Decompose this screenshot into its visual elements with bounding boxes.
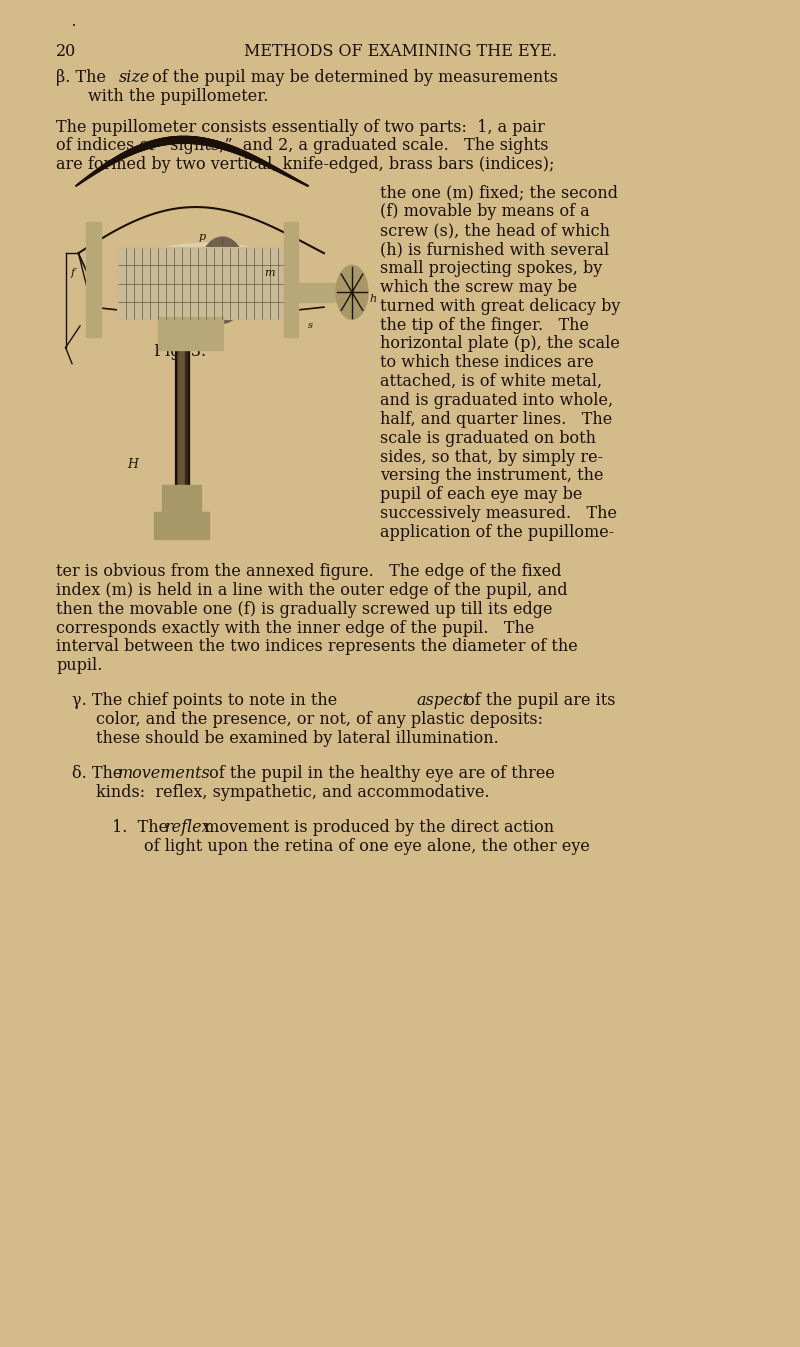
Text: application of the pupillome-: application of the pupillome-: [380, 524, 614, 541]
Text: β. The: β. The: [56, 69, 111, 86]
Text: versing the instrument, the: versing the instrument, the: [380, 467, 603, 485]
Text: half, and quarter lines.   The: half, and quarter lines. The: [380, 411, 612, 428]
Text: attached, is of white metal,: attached, is of white metal,: [380, 373, 602, 391]
Text: the tip of the finger.   The: the tip of the finger. The: [380, 317, 589, 334]
Bar: [284, 222, 298, 337]
Circle shape: [336, 265, 368, 319]
Text: size: size: [118, 69, 150, 86]
Text: scale is graduated on both: scale is graduated on both: [380, 430, 596, 447]
Text: corresponds exactly with the inner edge of the pupil.   The: corresponds exactly with the inner edge …: [56, 620, 534, 637]
Text: movements: movements: [118, 765, 210, 783]
Text: small projecting spokes, by: small projecting spokes, by: [380, 260, 602, 277]
Text: these should be examined by lateral illumination.: these should be examined by lateral illu…: [96, 730, 498, 748]
Text: of indices or “sights;”  and 2, a graduated scale.   The sights: of indices or “sights;” and 2, a graduat…: [56, 137, 549, 155]
Text: the one (m) fixed; the second: the one (m) fixed; the second: [380, 185, 618, 202]
Text: to which these indices are: to which these indices are: [380, 354, 594, 372]
Text: p: p: [198, 233, 206, 242]
Text: movement is produced by the direct action: movement is produced by the direct actio…: [199, 819, 554, 836]
Text: aspect: aspect: [417, 692, 470, 710]
Text: are formed by two vertical, knife-edged, brass bars (indices);: are formed by two vertical, knife-edged,…: [56, 156, 554, 174]
Text: 20: 20: [56, 43, 76, 61]
Text: horizontal plate (p), the scale: horizontal plate (p), the scale: [380, 335, 620, 353]
Bar: [154, 512, 209, 539]
Text: reflex: reflex: [165, 819, 211, 836]
Text: with the pupillometer.: with the pupillometer.: [88, 88, 268, 105]
Text: screw (s), the head of which: screw (s), the head of which: [380, 222, 610, 240]
Text: of the pupil may be determined by measurements: of the pupil may be determined by measur…: [147, 69, 558, 86]
Bar: [162, 485, 201, 515]
Text: sides, so that, by simply re-: sides, so that, by simply re-: [380, 449, 603, 466]
Circle shape: [208, 256, 237, 304]
Text: interval between the two indices represents the diameter of the: interval between the two indices represe…: [56, 638, 578, 656]
Text: pupil.: pupil.: [56, 657, 102, 675]
Text: 1.  The: 1. The: [112, 819, 174, 836]
Text: kinds:  reflex, sympathetic, and accommodative.: kinds: reflex, sympathetic, and accommod…: [96, 784, 490, 801]
Text: The pupillometer consists essentially of two parts:  1, a pair: The pupillometer consists essentially of…: [56, 119, 545, 136]
Text: γ. The chief points to note in the: γ. The chief points to note in the: [72, 692, 342, 710]
Bar: [298, 283, 346, 302]
Text: and is graduated into whole,: and is graduated into whole,: [380, 392, 613, 409]
Text: turned with great delicacy by: turned with great delicacy by: [380, 298, 620, 315]
Text: f: f: [71, 268, 75, 279]
Text: (f) movable by means of a: (f) movable by means of a: [380, 203, 590, 221]
Text: of light upon the retina of one eye alone, the other eye: of light upon the retina of one eye alon…: [144, 838, 590, 855]
Text: s: s: [308, 321, 313, 330]
Text: index (m) is held in a line with the outer edge of the pupil, and: index (m) is held in a line with the out…: [56, 582, 568, 599]
Text: pupil of each eye may be: pupil of each eye may be: [380, 486, 582, 504]
Bar: [118, 248, 298, 319]
Text: of the pupil in the healthy eye are of three: of the pupil in the healthy eye are of t…: [204, 765, 555, 783]
Text: successively measured.   The: successively measured. The: [380, 505, 617, 523]
Text: Fig. 3.: Fig. 3.: [154, 343, 206, 361]
Text: h: h: [370, 294, 377, 304]
Text: which the screw may be: which the screw may be: [380, 279, 578, 296]
Text: (h) is furnished with several: (h) is furnished with several: [380, 241, 610, 259]
Text: ter is obvious from the annexed figure.   The edge of the fixed: ter is obvious from the annexed figure. …: [56, 563, 562, 581]
Bar: [158, 317, 223, 350]
Ellipse shape: [120, 242, 296, 318]
Text: H: H: [126, 458, 138, 471]
Bar: [86, 222, 101, 337]
Text: m: m: [265, 268, 275, 279]
Text: color, and the presence, or not, of any plastic deposits:: color, and the presence, or not, of any …: [96, 711, 543, 729]
Text: of the pupil are its: of the pupil are its: [460, 692, 615, 710]
Text: then the movable one (f) is gradually screwed up till its edge: then the movable one (f) is gradually sc…: [56, 601, 553, 618]
Text: METHODS OF EXAMINING THE EYE.: METHODS OF EXAMINING THE EYE.: [243, 43, 557, 61]
Text: •: •: [72, 23, 76, 28]
Text: δ. The: δ. The: [72, 765, 127, 783]
Circle shape: [197, 237, 248, 323]
